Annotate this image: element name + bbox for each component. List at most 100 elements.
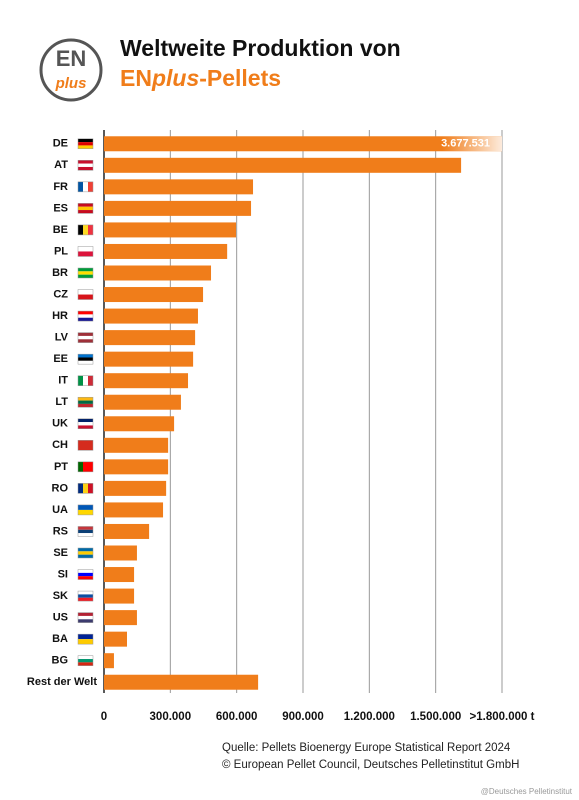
y-tick-label: UK [52,418,68,430]
flag-stripe [78,461,83,472]
x-tick-label: 300.000 [150,711,192,723]
flag-stripe [78,548,93,552]
source: Quelle: Pellets Bioenergy Europe Statist… [222,742,511,754]
flag-border [77,267,94,279]
flag-stripe [78,418,93,423]
flag-border [77,138,94,150]
y-tick-label: SE [53,547,68,559]
x-tick-label: 600.000 [216,711,258,723]
y-tick-label: RS [53,525,68,537]
flag-stripe [78,210,93,214]
flag-stripe [78,612,93,616]
flag-stripe [83,181,88,192]
flag-stripe [78,529,93,534]
flag-border [77,160,94,171]
flag-stripe [78,397,93,401]
flag-border [77,590,94,602]
bar [104,653,114,669]
flag-stripe [78,332,93,336]
bar [104,437,169,453]
bar-fade [442,136,502,152]
flag-stripe [83,483,88,494]
flag-stripe [78,289,93,295]
flag-stripe [78,145,93,149]
bar [104,610,137,626]
flag-border [77,526,94,537]
y-tick-label: AT [54,159,68,171]
flag-stripe [78,163,93,167]
flag-border [77,612,94,623]
flag-border [77,181,94,193]
flag-stripe [78,314,93,318]
flag-border [77,569,94,580]
flag-border [77,547,94,559]
x-tick-label: 0 [101,711,107,723]
bar [104,674,259,690]
flag-stripe [78,569,93,573]
flag-stripe [78,375,83,386]
logo-text: EN [56,46,87,71]
bar [104,459,169,475]
y-tick-label: Rest der Welt [27,676,97,688]
flag-stripe [78,597,93,602]
flag-stripe [78,615,93,620]
flag-stripe [78,655,93,660]
flag-stripe [78,400,93,404]
flag-stripe [78,203,93,207]
flag-stripe [78,483,83,494]
flag-stripe [78,576,93,580]
flag-stripe [78,271,93,275]
flag-border [77,655,94,666]
logo-text: plus [55,75,87,92]
y-tick-label: BR [52,267,68,279]
flag-border [77,633,94,645]
chart-title: ENplus-Pellets [120,65,281,91]
y-tick-label: CZ [53,288,68,300]
flag-stripe [78,591,93,595]
y-tick-label: BE [53,224,68,236]
y-tick-label: SI [58,568,68,580]
watermark: @Deutsches Pelletinstitut [481,787,573,796]
bar [104,287,204,303]
flag-border [77,418,94,430]
y-tick-label: PT [54,461,68,473]
flag-stripe [78,311,93,315]
y-tick-label: PL [54,245,68,257]
flag-stripe [78,639,93,645]
y-tick-label: LV [55,332,69,344]
y-tick-label: ES [53,202,68,214]
flag-stripe [78,594,93,598]
flag-stripe [78,268,93,272]
bars [104,136,502,690]
flag-border [77,246,94,257]
flag-stripe [78,619,93,623]
flag-stripe [88,181,93,192]
bar [104,136,502,152]
chart-title: Weltweite Produktion von [120,35,401,61]
bar [104,179,254,195]
flag-stripe [78,425,93,429]
y-tick-label: US [53,612,68,624]
x-tick-label: >1.800.000 t [470,711,535,723]
flag-stripe [78,659,93,663]
flag-stripe [78,274,93,278]
flag-stripe [78,357,93,361]
flag-stripe [78,224,83,235]
flag-stripe [78,422,93,426]
y-tick-label: FR [53,181,68,193]
y-tick-label: BA [52,633,68,645]
flag-stripe [88,483,93,494]
flag-stripe [83,224,88,235]
flag-stripe [78,533,93,537]
flag-stripe [88,375,93,386]
flag-stripe [78,360,93,365]
flag-stripe [78,181,83,192]
flag-border [77,203,94,214]
bar [104,200,252,216]
flag-stripe [78,526,93,530]
y-tick-label: LT [55,396,68,408]
bar [104,265,212,281]
bar [104,567,135,583]
flag-stripe [78,206,93,211]
bar [104,588,135,604]
